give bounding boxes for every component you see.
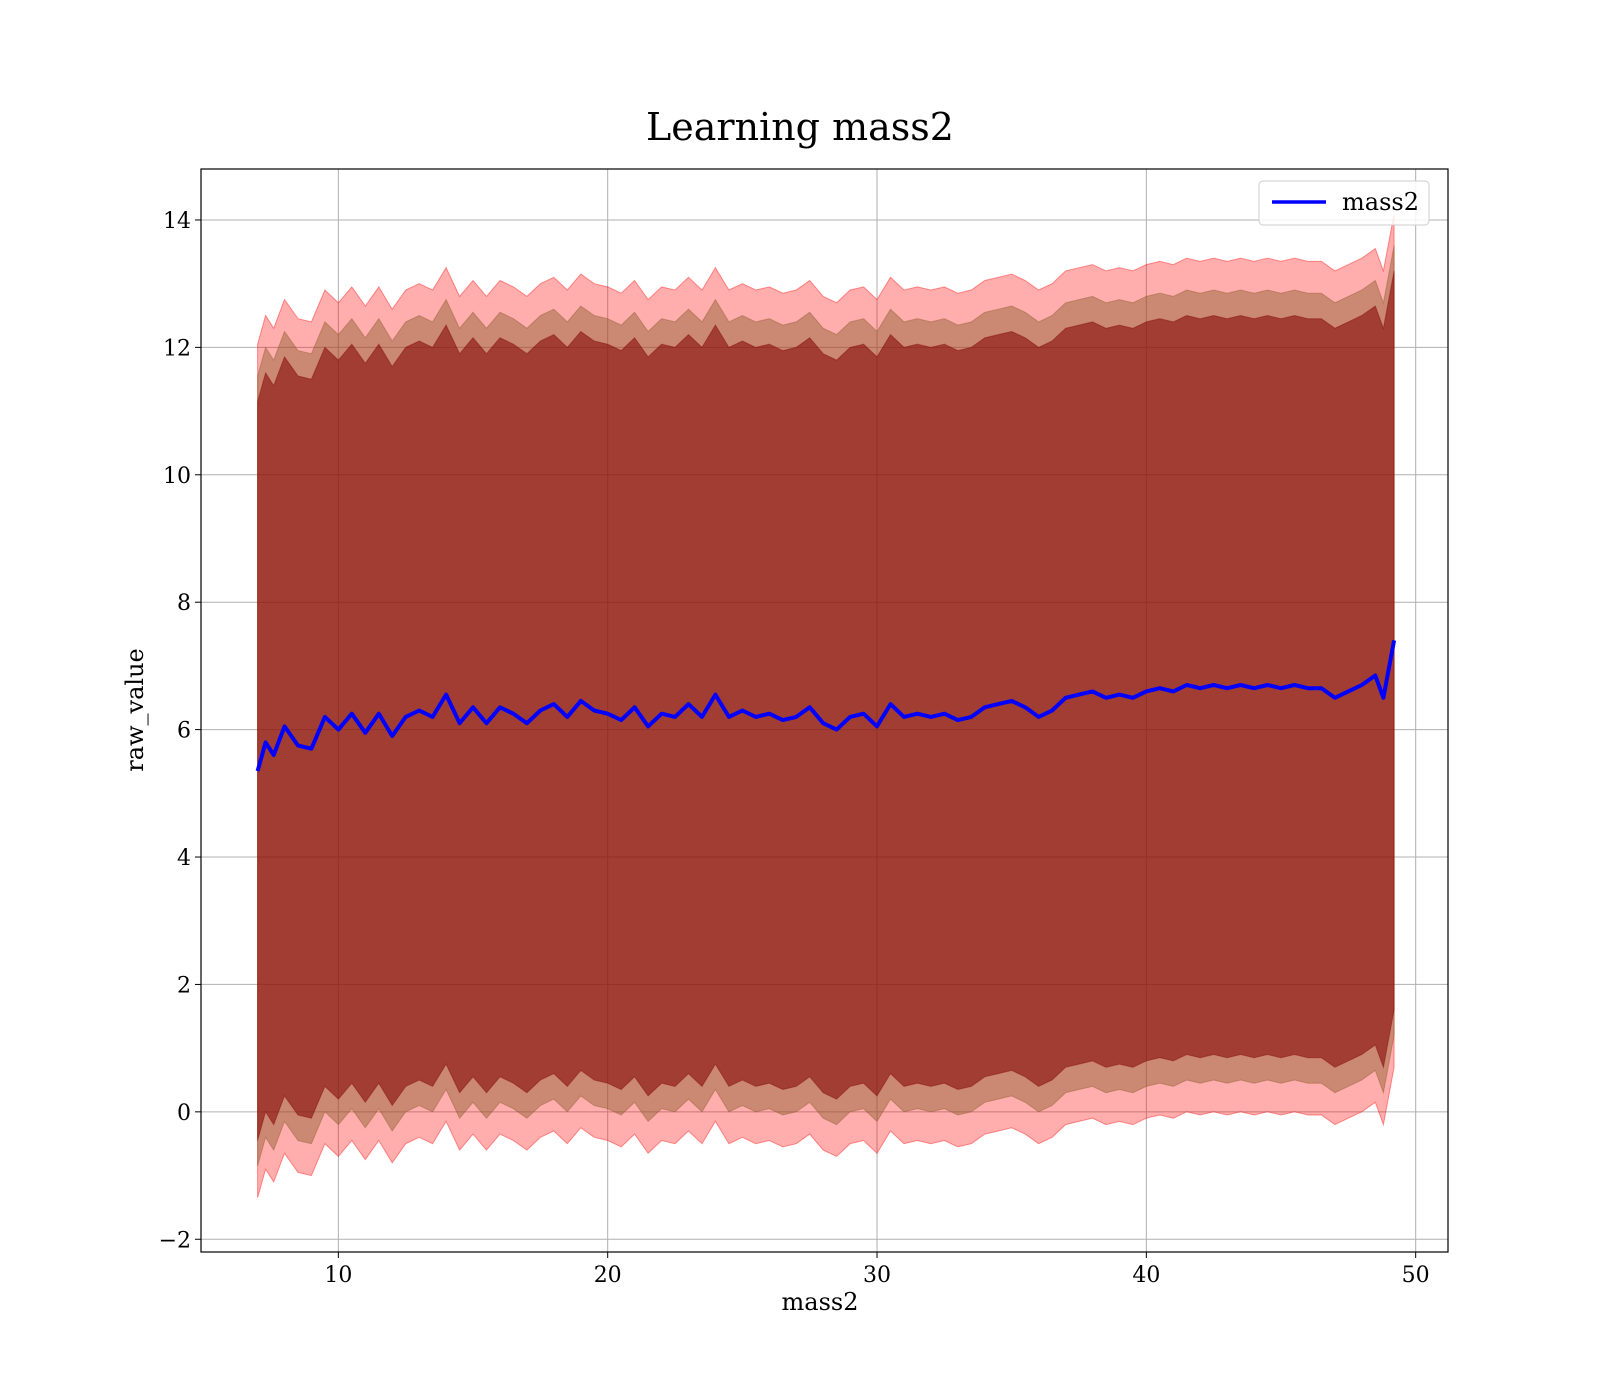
x-tick-label: 30: [863, 1263, 891, 1288]
ticks: 10 20 30 40 50 −2 0 2 4 6 8 10 12 14: [159, 209, 1430, 1288]
series-line-mass2: [255, 640, 1397, 772]
x-axis-label: mass2: [782, 1288, 859, 1316]
y-tick-label: 4: [177, 846, 191, 871]
legend-box: [1258, 180, 1430, 226]
y-axis-label: raw_value: [121, 648, 149, 772]
plot-frame: [200, 168, 1449, 1253]
x-tick-label: 40: [1132, 1263, 1160, 1288]
x-tick-label: 20: [594, 1263, 622, 1288]
x-tick-label: 50: [1402, 1263, 1430, 1288]
y-tick-label: 10: [163, 464, 191, 489]
y-tick-label: −2: [159, 1228, 191, 1253]
x-tick-label: 10: [324, 1263, 352, 1288]
y-tick-label: 2: [177, 973, 191, 998]
y-tick-label: 0: [177, 1101, 191, 1126]
legend: mass2: [1258, 180, 1430, 226]
chart-title: Learning mass2: [646, 105, 954, 149]
series-lines: [255, 640, 1397, 772]
y-tick-label: 8: [177, 591, 191, 616]
confidence-bands: [257, 213, 1395, 1198]
y-tick-label: 12: [163, 336, 191, 361]
legend-label: mass2: [1342, 188, 1419, 216]
y-tick-label: 6: [177, 719, 191, 744]
y-tick-label: 14: [163, 209, 191, 234]
inner-band: [257, 270, 1395, 1141]
